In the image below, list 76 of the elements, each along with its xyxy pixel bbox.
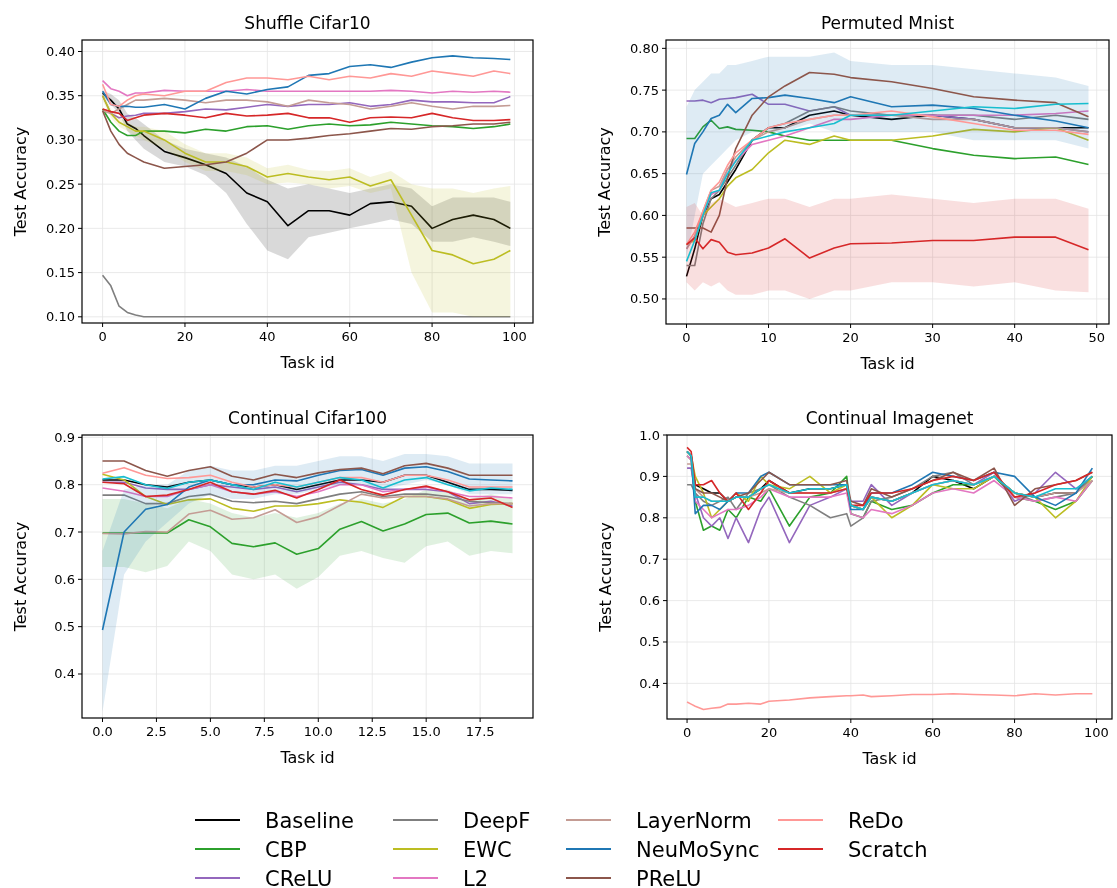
y-tick-label: 0.4 xyxy=(639,675,660,691)
chart-title: Permuted Mnist xyxy=(820,13,955,33)
x-tick-label: 80 xyxy=(423,329,441,344)
legend-label: ReDo xyxy=(848,809,904,833)
y-axis-title: Test Accuracy xyxy=(11,521,30,633)
x-tick-label: 0 xyxy=(682,725,692,740)
y-tick-label: 0.6 xyxy=(54,571,75,587)
y-tick-label: 0.5 xyxy=(54,619,75,635)
y-tick-label: 1.0 xyxy=(639,427,660,443)
legend-label: CReLU xyxy=(265,867,333,888)
x-tick-label: 30 xyxy=(924,330,941,345)
x-tick-label: 12.5 xyxy=(357,724,387,739)
legend-label: Scratch xyxy=(848,838,928,862)
x-tick-label: 20 xyxy=(176,329,194,344)
y-tick-label: 0.25 xyxy=(46,176,75,192)
x-tick-label: 15.0 xyxy=(411,724,441,739)
chart-title: Shuffle Cifar10 xyxy=(244,13,371,33)
y-axis-title: Test Accuracy xyxy=(596,522,615,633)
y-tick-label: 0.40 xyxy=(46,44,75,59)
x-tick-label: 10 xyxy=(760,330,777,345)
y-tick-label: 0.70 xyxy=(630,124,659,140)
x-tick-label: 40 xyxy=(259,329,276,344)
x-tick-label: 40 xyxy=(842,725,860,740)
x-axis-title: Task id xyxy=(279,748,335,767)
y-tick-label: 0.9 xyxy=(639,468,660,484)
x-axis-title: Task id xyxy=(861,749,917,768)
x-axis-title: Task id xyxy=(859,354,915,373)
y-axis-title: Test Accuracy xyxy=(11,126,30,238)
x-tick-label: 20 xyxy=(760,725,778,740)
y-tick-label: 0.80 xyxy=(630,40,659,56)
y-tick-label: 0.6 xyxy=(639,593,660,609)
y-tick-label: 0.15 xyxy=(46,265,75,281)
legend-label: DeepF xyxy=(463,809,531,833)
y-tick-label: 0.20 xyxy=(46,220,75,236)
x-tick-label: 50 xyxy=(1088,330,1105,345)
legend-label: NeuMoSync xyxy=(636,838,760,862)
y-tick-label: 0.7 xyxy=(54,524,75,540)
x-tick-label: 60 xyxy=(341,329,358,344)
y-tick-label: 0.8 xyxy=(639,510,660,526)
y-tick-label: 0.10 xyxy=(46,309,75,325)
legend-label: PReLU xyxy=(636,867,702,888)
x-tick-label: 0.0 xyxy=(92,724,113,739)
y-tick-label: 0.35 xyxy=(46,88,75,104)
y-tick-label: 0.5 xyxy=(639,634,660,650)
y-axis-title: Test Accuracy xyxy=(595,127,614,238)
x-tick-label: 20 xyxy=(842,330,859,345)
y-tick-label: 0.9 xyxy=(54,429,75,445)
y-tick-label: 0.30 xyxy=(46,132,75,148)
x-tick-label: 100 xyxy=(1084,725,1109,740)
x-tick-label: 0 xyxy=(682,330,691,345)
x-tick-label: 10.0 xyxy=(303,724,333,739)
x-tick-label: 60 xyxy=(924,725,941,740)
x-axis-title: Task id xyxy=(279,353,335,372)
chart-title: Continual Cifar100 xyxy=(228,408,387,428)
y-tick-label: 0.55 xyxy=(630,249,659,265)
y-tick-label: 0.60 xyxy=(630,207,659,223)
legend-label: Baseline xyxy=(265,809,355,833)
x-tick-label: 5.0 xyxy=(200,724,221,739)
y-tick-label: 0.8 xyxy=(54,477,75,493)
x-tick-label: 17.5 xyxy=(465,724,495,739)
x-tick-label: 80 xyxy=(1006,725,1023,740)
chart-title: Continual Imagenet xyxy=(805,408,974,428)
y-tick-label: 0.50 xyxy=(630,291,659,307)
y-tick-label: 0.7 xyxy=(639,551,660,567)
y-tick-label: 0.4 xyxy=(54,666,75,682)
x-tick-label: 7.5 xyxy=(254,724,275,739)
legend-label: L2 xyxy=(463,867,489,888)
x-tick-label: 0 xyxy=(98,329,107,344)
legend-label: LayerNorm xyxy=(636,809,752,833)
x-tick-label: 100 xyxy=(502,329,527,344)
x-tick-label: 40 xyxy=(1006,330,1023,345)
legend-label: CBP xyxy=(265,838,307,862)
y-tick-label: 0.75 xyxy=(630,82,659,98)
x-tick-label: 2.5 xyxy=(146,724,167,739)
y-tick-label: 0.65 xyxy=(630,166,659,182)
legend-label: EWC xyxy=(463,838,512,862)
